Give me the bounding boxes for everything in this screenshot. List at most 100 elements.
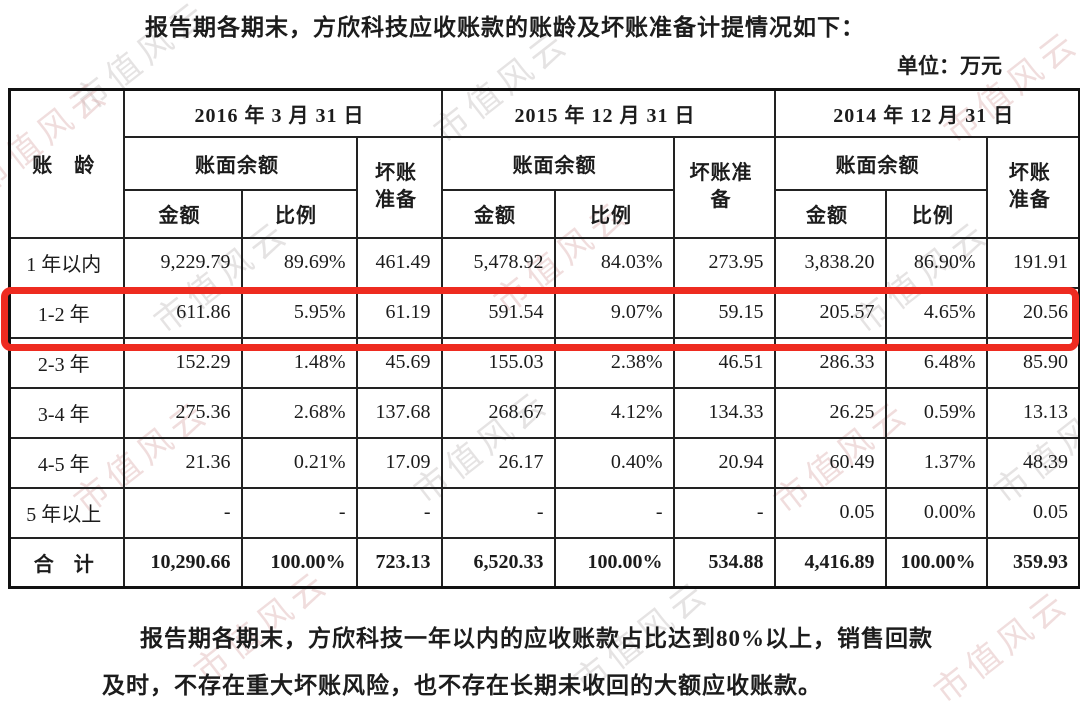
provision-header-2014: 坏账 准备 [985,135,1080,239]
cell: 155.03 [440,336,556,389]
table-row: 5 年以上 - - - - - - 0.05 0.00% 0.05 [8,486,1080,539]
provision-header-2016: 坏账 准备 [355,135,443,239]
table-row: 3-4 年 275.36 2.68% 137.68 268.67 4.12% 1… [8,386,1080,439]
cell: 13.13 [985,386,1080,439]
cell: 9.07% [553,286,675,339]
cell: 20.94 [672,436,776,489]
cell: - [122,486,243,539]
cell: - [672,486,776,539]
table-row-total: 合 计 10,290.66 100.00% 723.13 6,520.33 10… [8,536,1080,589]
cell: 0.59% [884,386,988,439]
cell: 17.09 [355,436,443,489]
cell: 6,520.33 [440,536,556,589]
cell: - [355,486,443,539]
ratio-header-2014: 比例 [884,188,988,239]
cell: 0.05 [773,486,887,539]
cell: 2.38% [553,336,675,389]
cell: 0.40% [553,436,675,489]
cell: 100.00% [240,536,358,589]
cell: 611.86 [122,286,243,339]
cell: - [240,486,358,539]
cell: 4,416.89 [773,536,887,589]
aging-provision-table: 账 龄 2016 年 3 月 31 日 2015 年 12 月 31 日 201… [8,88,1080,589]
cell: 4.65% [884,286,988,339]
cell: 4.12% [553,386,675,439]
cell: 89.69% [240,236,358,289]
table-row: 2-3 年 152.29 1.48% 45.69 155.03 2.38% 46… [8,336,1080,389]
cell: 46.51 [672,336,776,389]
cell: 1.37% [884,436,988,489]
period-header-2014: 2014 年 12 月 31 日 [773,88,1080,138]
cell: 10,290.66 [122,536,243,589]
footer-line-1: 报告期各期末，方欣科技一年以内的应收账款占比达到80%以上，销售回款 [140,626,933,651]
aging-cell: 1 年以内 [8,236,125,289]
cell: 461.49 [355,236,443,289]
cell: 100.00% [884,536,988,589]
cell: 205.57 [773,286,887,339]
cell: 0.21% [240,436,358,489]
aging-cell: 3-4 年 [8,386,125,439]
aging-column-header: 账 龄 [8,88,125,239]
cell: 9,229.79 [122,236,243,289]
cell: 286.33 [773,336,887,389]
cell: 723.13 [355,536,443,589]
cell: 5.95% [240,286,358,339]
ratio-header-2016: 比例 [240,188,358,239]
aging-cell: 1-2 年 [8,286,125,339]
cell: 48.39 [985,436,1080,489]
balance-header-2014: 账面余额 [773,135,988,191]
footer-line-2: 及时，不存在重大坏账风险，也不存在长期未收回的大额应收账款。 [102,673,822,698]
cell: 275.36 [122,386,243,439]
cell: 85.90 [985,336,1080,389]
period-header-2015: 2015 年 12 月 31 日 [440,88,776,138]
cell: 152.29 [122,336,243,389]
aging-cell: 2-3 年 [8,336,125,389]
aging-cell: 合 计 [8,536,125,589]
intro-text: 报告期各期末，方欣科技应收账款的账龄及坏账准备计提情况如下： [145,15,865,40]
cell: 534.88 [672,536,776,589]
cell: 3,838.20 [773,236,887,289]
cell: 134.33 [672,386,776,439]
aging-cell: 5 年以上 [8,486,125,539]
unit-label: 单位：万元 [897,54,1002,78]
cell: 6.48% [884,336,988,389]
footer-paragraph: 报告期各期末，方欣科技一年以内的应收账款占比达到80%以上，销售回款 及时，不存… [92,615,1012,709]
cell: 0.00% [884,486,988,539]
table-row-highlighted: 1-2 年 611.86 5.95% 61.19 591.54 9.07% 59… [8,286,1080,339]
cell: 137.68 [355,386,443,439]
balance-header-2016: 账面余额 [122,135,358,191]
cell: 86.90% [884,236,988,289]
cell: 268.67 [440,386,556,439]
cell: - [440,486,556,539]
cell: 59.15 [672,286,776,339]
cell: 26.25 [773,386,887,439]
balance-header-2015: 账面余额 [440,135,675,191]
table-row: 4-5 年 21.36 0.21% 17.09 26.17 0.40% 20.9… [8,436,1080,489]
cell: 21.36 [122,436,243,489]
provision-header-2015: 坏账准 备 [672,135,776,239]
cell: 100.00% [553,536,675,589]
cell: 84.03% [553,236,675,289]
amount-header-2015: 金额 [440,188,556,239]
cell: 45.69 [355,336,443,389]
cell: 273.95 [672,236,776,289]
cell: 591.54 [440,286,556,339]
cell: 26.17 [440,436,556,489]
ratio-header-2015: 比例 [553,188,675,239]
cell: 191.91 [985,236,1080,289]
amount-header-2016: 金额 [122,188,243,239]
aging-cell: 4-5 年 [8,436,125,489]
cell: 5,478.92 [440,236,556,289]
cell: 2.68% [240,386,358,439]
cell: 20.56 [985,286,1080,339]
cell: 60.49 [773,436,887,489]
cell: - [553,486,675,539]
cell: 0.05 [985,486,1080,539]
amount-header-2014: 金额 [773,188,887,239]
table-row: 1 年以内 9,229.79 89.69% 461.49 5,478.92 84… [8,236,1080,289]
cell: 359.93 [985,536,1080,589]
period-header-2016: 2016 年 3 月 31 日 [122,88,443,138]
cell: 1.48% [240,336,358,389]
cell: 61.19 [355,286,443,339]
